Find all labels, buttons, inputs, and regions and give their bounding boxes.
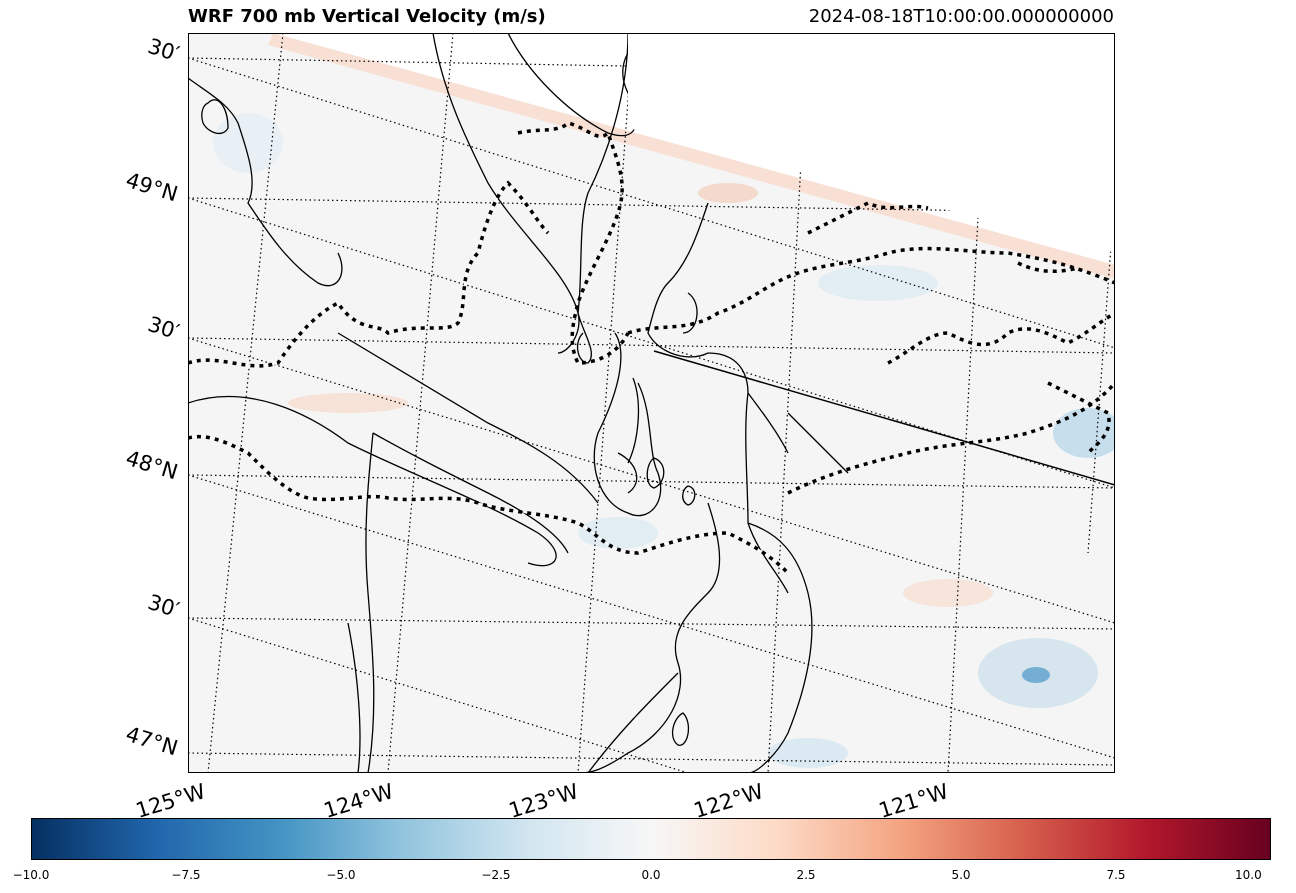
colorbar-tick-label: 2.5 bbox=[796, 868, 816, 882]
wrf-domain-field bbox=[188, 33, 1115, 773]
outside-domain-region bbox=[628, 33, 1115, 253]
lon-label-124: 124°W bbox=[321, 779, 397, 823]
lat-label-49-30: 30′ bbox=[144, 34, 183, 67]
lon-label-125: 125°W bbox=[133, 779, 209, 823]
international-border bbox=[653, 350, 1115, 486]
zero-velocity-contours bbox=[188, 121, 1115, 575]
valid-time: 2024-08-18T10:00:00.000000000 bbox=[808, 6, 1114, 27]
graticule-meridians bbox=[207, 33, 1115, 773]
lat-label-47: 47°N bbox=[122, 722, 181, 761]
colorbar-tick-label: 0.0 bbox=[641, 868, 661, 882]
colorbar-gradient bbox=[31, 818, 1271, 860]
colorbar-tick-label: −2.5 bbox=[481, 868, 511, 882]
colorbar-tick-label: 5.0 bbox=[951, 868, 971, 882]
map-frame bbox=[188, 33, 1115, 773]
colorbar-tick-label: 10.0 bbox=[1235, 868, 1262, 882]
lat-label-47-30: 30′ bbox=[144, 590, 183, 623]
lon-label-123: 123°W bbox=[506, 779, 582, 823]
colorbar bbox=[31, 818, 1271, 860]
vertical-velocity-texture bbox=[213, 113, 1115, 768]
lon-label-122: 122°W bbox=[691, 779, 767, 823]
lat-label-48: 48°N bbox=[122, 446, 181, 485]
coastlines bbox=[188, 33, 849, 773]
map-panel[interactable] bbox=[188, 33, 1115, 773]
colorbar-tick-label: −5.0 bbox=[326, 868, 356, 882]
map-title: WRF 700 mb Vertical Velocity (m/s) bbox=[188, 6, 546, 27]
colorbar-tick-label: 7.5 bbox=[1106, 868, 1126, 882]
lon-label-121: 121°W bbox=[876, 779, 952, 823]
colorbar-tick-label: −10.0 bbox=[12, 868, 50, 882]
domain-edge-band bbox=[268, 33, 1115, 279]
lat-label-48-30: 30′ bbox=[144, 312, 183, 345]
colorbar-tick-label: −7.5 bbox=[171, 868, 201, 882]
lat-label-49: 49°N bbox=[122, 168, 181, 207]
